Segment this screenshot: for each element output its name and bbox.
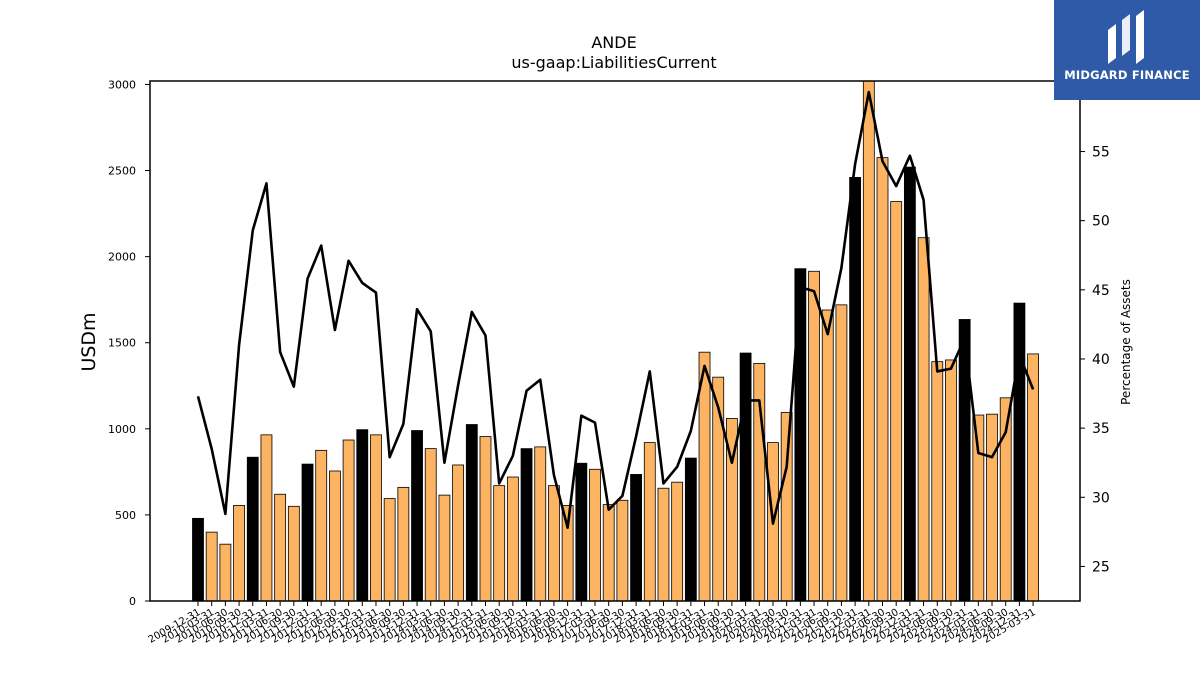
bar-2018-12-31 — [684, 457, 697, 602]
logo-mark-icon — [1108, 10, 1144, 64]
y-axis-label: USDm — [78, 312, 100, 371]
axes: 0500100015002000250030002530354045505520… — [108, 78, 1110, 645]
bar-2013-12-31 — [411, 430, 423, 602]
bar-2021-12-31 — [849, 177, 862, 602]
y-tick-label: 0 — [129, 595, 136, 608]
bar-2023-06-30 — [931, 361, 944, 602]
bar-2017-06-30 — [602, 504, 615, 602]
bar-2015-09-30 — [506, 476, 519, 602]
y-tick-label: 3000 — [108, 78, 136, 91]
bar-2012-09-30 — [342, 439, 355, 602]
bar-2014-09-30 — [452, 464, 465, 602]
bar-2023-09-30 — [945, 359, 957, 602]
bar-2011-09-30 — [287, 505, 300, 602]
bar-2015-06-30 — [493, 485, 506, 602]
bar-2016-12-31 — [575, 462, 588, 602]
bar-2020-12-31 — [794, 268, 807, 602]
y2-tick-label: 45 — [1092, 283, 1110, 299]
bar-2017-12-31 — [630, 474, 642, 602]
bar-2022-03-31 — [862, 80, 875, 602]
y-tick-label: 2500 — [108, 165, 136, 178]
bar-2018-03-31 — [643, 442, 656, 602]
bar-2010-06-30 — [219, 543, 232, 602]
y-tick-label: 1500 — [108, 337, 136, 350]
bar-2014-03-31 — [424, 448, 437, 602]
bar-2011-12-31 — [301, 463, 314, 602]
bar-2018-09-30 — [671, 481, 684, 602]
bar-2022-09-30 — [890, 201, 903, 602]
bar-2015-12-31 — [520, 448, 533, 602]
y-tick-label: 1000 — [108, 423, 136, 436]
bar-2022-06-30 — [876, 157, 889, 602]
bar-2013-06-30 — [383, 498, 396, 602]
bar-2020-09-30 — [780, 412, 793, 602]
y2-tick-label: 55 — [1092, 145, 1110, 161]
y-tick-label: 500 — [115, 509, 136, 522]
bar-2014-12-31 — [465, 424, 478, 602]
bar-2013-09-30 — [397, 486, 410, 602]
bar-2020-03-31 — [753, 362, 766, 602]
bar-2010-12-31 — [246, 456, 259, 602]
bar-2019-12-31 — [739, 352, 752, 602]
bar-2012-03-31 — [315, 449, 328, 602]
bar-2014-06-30 — [438, 494, 451, 602]
pct-assets-line — [196, 90, 1035, 530]
y2-axis-label: Percentage of Assets — [1119, 279, 1133, 405]
bar-2011-03-31 — [260, 434, 273, 602]
bar-2017-03-31 — [589, 468, 601, 602]
bar-2024-06-30 — [986, 413, 998, 602]
logo-text: MIDGARD FINANCE — [1064, 68, 1190, 82]
bar-2009-12-31 — [192, 517, 204, 602]
y2-tick-label: 35 — [1092, 421, 1110, 437]
chart-subtitle: us-gaap:LiabilitiesCurrent — [511, 53, 716, 72]
chart-title: ANDE — [591, 33, 636, 52]
bar-2010-03-31 — [205, 531, 218, 602]
bar-2017-09-30 — [616, 499, 629, 602]
midgard-finance-logo: MIDGARD FINANCE — [1054, 0, 1200, 100]
bar-2012-12-31 — [356, 429, 369, 602]
y2-tick-label: 25 — [1092, 559, 1110, 575]
plot-frame — [149, 80, 1081, 602]
bar-2018-06-30 — [657, 487, 670, 602]
bar-2016-06-30 — [548, 485, 560, 602]
bar-2016-03-31 — [534, 446, 547, 602]
bar-2024-12-31 — [1013, 302, 1026, 602]
bar-2023-03-31 — [917, 237, 930, 602]
bar-2012-06-30 — [328, 470, 341, 602]
bar-2011-06-30 — [274, 493, 287, 602]
bar-2021-09-30 — [835, 304, 848, 602]
y2-tick-label: 50 — [1092, 214, 1110, 230]
bar-2025-03-31 — [1027, 353, 1039, 602]
bar-2021-06-30 — [821, 309, 834, 602]
bar-2010-09-30 — [233, 505, 245, 602]
y-tick-label: 2000 — [108, 251, 136, 264]
line-series — [196, 90, 1035, 530]
bar-2013-03-31 — [370, 434, 382, 602]
y2-tick-label: 30 — [1092, 490, 1110, 506]
bar-2022-12-31 — [903, 166, 916, 602]
bar-2015-03-31 — [479, 436, 492, 602]
y2-tick-label: 40 — [1092, 352, 1110, 368]
bar-2021-03-31 — [808, 270, 820, 602]
